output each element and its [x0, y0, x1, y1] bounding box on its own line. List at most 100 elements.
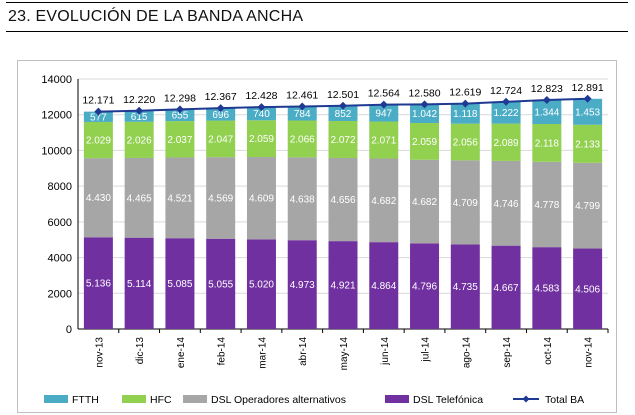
bar-segment-hfc — [532, 124, 562, 162]
total-marker — [135, 106, 144, 115]
legend-swatch-dsl_alt — [183, 395, 207, 403]
data-label-ftth: 740 — [253, 109, 270, 120]
data-label-dsl_tel: 4.583 — [534, 284, 559, 295]
data-label-dsl_tel: 4.735 — [453, 282, 478, 293]
bar-segment-ftth — [287, 106, 317, 121]
data-label-hfc: 2.066 — [290, 134, 315, 145]
total-label: 12.220 — [123, 94, 155, 106]
y-tick-label: 4000 — [48, 253, 72, 265]
data-label-dsl_alt: 4.521 — [167, 193, 192, 204]
data-label-dsl_tel: 5.085 — [167, 279, 192, 290]
data-label-dsl_alt: 4.569 — [208, 193, 233, 204]
x-tick-label: dic-13 — [135, 337, 146, 365]
bar-segment-ftth — [124, 110, 154, 122]
total-marker — [298, 102, 307, 111]
data-label-hfc: 2.056 — [453, 138, 478, 149]
data-label-dsl_tel: 5.136 — [86, 279, 111, 290]
total-label: 12.501 — [327, 89, 359, 101]
data-label-ftth: 1.344 — [534, 108, 559, 119]
total-label: 12.891 — [572, 82, 604, 94]
bar-segment-ftth — [165, 109, 195, 122]
total-label: 12.564 — [368, 88, 400, 100]
bar-segment-dsl_alt — [246, 157, 276, 240]
data-label-ftth: 696 — [212, 110, 229, 121]
total-marker — [420, 100, 429, 109]
total-label: 12.823 — [531, 83, 563, 95]
bar-segment-dsl_tel — [287, 240, 317, 329]
data-label-ftth: 1.118 — [453, 109, 478, 120]
bar-segment-dsl_tel — [410, 243, 440, 329]
x-tick-label: ene-14 — [176, 337, 187, 369]
bar-segment-ftth — [328, 105, 358, 121]
bar-segment-dsl_tel — [124, 237, 154, 329]
data-label-dsl_alt: 4.709 — [453, 198, 478, 209]
bar-segment-hfc — [83, 121, 113, 159]
data-label-hfc: 2.071 — [371, 136, 396, 147]
legend-label-dsl_alt: DSL Operadores alternativos — [211, 394, 346, 406]
total-marker — [216, 104, 225, 113]
bar-segment-dsl_tel — [369, 242, 399, 329]
x-tick-label: abr-14 — [298, 337, 309, 366]
legend-swatch-dsl_tel — [385, 395, 409, 403]
section-title: 23. EVOLUCIÓN DE LA BANDA ANCHA — [8, 8, 304, 25]
bar-segment-dsl_alt — [410, 159, 440, 244]
data-label-dsl_alt: 4.799 — [575, 201, 600, 212]
bar-segment-dsl_tel — [83, 237, 113, 329]
x-tick-label: may-14 — [339, 337, 350, 371]
data-label-hfc: 2.029 — [86, 136, 111, 147]
data-label-dsl_alt: 4.465 — [127, 193, 152, 204]
section-header: 23. EVOLUCIÓN DE LA BANDA ANCHA — [6, 2, 628, 32]
bar-segment-dsl_tel — [165, 238, 195, 329]
legend-label-total: Total BA — [545, 394, 584, 406]
bar-segment-ftth — [206, 108, 236, 121]
bar-segment-dsl_tel — [491, 245, 521, 329]
bar-segment-dsl_alt — [206, 157, 236, 239]
bar-segment-ftth — [369, 104, 399, 122]
bar-segment-dsl_alt — [124, 157, 154, 238]
bar-segment-dsl_tel — [450, 244, 480, 329]
data-label-hfc: 2.037 — [167, 135, 192, 146]
bar-segment-ftth — [83, 111, 113, 122]
bar-segment-dsl_alt — [491, 160, 521, 246]
bar-segment-hfc — [410, 122, 440, 160]
data-label-dsl_alt: 4.656 — [330, 195, 355, 206]
legend-swatch-ftth — [44, 395, 68, 403]
data-label-ftth: 947 — [375, 109, 392, 120]
bar-segment-hfc — [124, 121, 154, 158]
data-label-dsl_tel: 4.796 — [412, 282, 437, 293]
data-label-dsl_tel: 5.020 — [249, 280, 274, 291]
bar-segment-dsl_tel — [206, 238, 236, 329]
data-label-hfc: 2.133 — [575, 139, 600, 150]
bar-segment-hfc — [491, 123, 521, 161]
data-label-ftth: 1.042 — [412, 109, 437, 120]
y-tick-label: 10000 — [41, 145, 72, 157]
total-marker — [257, 103, 266, 112]
bar-segment-dsl_tel — [573, 248, 603, 329]
x-tick-label: jun-14 — [380, 337, 391, 366]
total-marker — [461, 99, 470, 108]
total-marker — [583, 94, 592, 103]
x-tick-label: nov-14 — [584, 337, 595, 368]
data-label-dsl_alt: 4.609 — [249, 194, 274, 205]
legend-label-dsl_tel: DSL Telefónica — [413, 394, 483, 406]
x-tick-label: nov-13 — [94, 337, 105, 368]
x-tick-label: oct-14 — [543, 337, 554, 365]
data-label-hfc: 2.059 — [412, 137, 437, 148]
data-label-ftth: 1.453 — [575, 107, 600, 118]
data-label-hfc: 2.089 — [494, 138, 519, 149]
total-marker — [175, 105, 184, 114]
bar-segment-hfc — [573, 124, 603, 163]
data-label-dsl_alt: 4.638 — [290, 194, 315, 205]
bar-segment-dsl_tel — [246, 239, 276, 329]
data-label-ftth: 577 — [90, 112, 107, 123]
data-label-dsl_alt: 4.430 — [86, 193, 111, 204]
data-label-dsl_tel: 4.667 — [494, 283, 519, 294]
x-tick-label: ago-14 — [461, 337, 472, 369]
bar-segment-ftth — [491, 101, 521, 124]
total-label: 12.580 — [408, 87, 440, 99]
data-label-dsl_tel: 4.973 — [290, 280, 315, 291]
y-tick-label: 0 — [66, 324, 72, 336]
bar-segment-hfc — [328, 120, 358, 158]
bar-segment-ftth — [450, 103, 480, 124]
